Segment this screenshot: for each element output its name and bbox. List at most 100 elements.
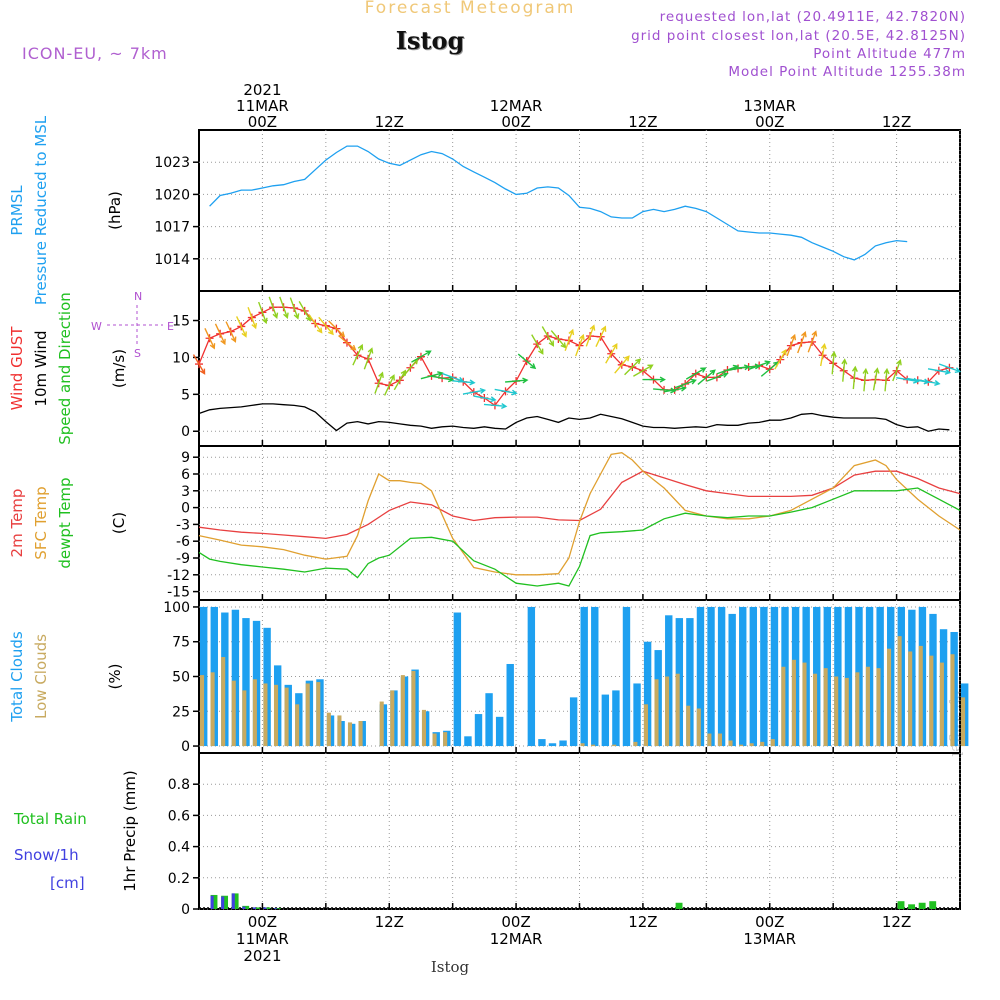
wind-arrow [624,358,642,376]
low-cloud-bar [887,648,892,747]
wind-arrow [541,326,555,347]
bottom-time-label: 00Z [501,913,530,931]
low-cloud-bar [252,679,257,747]
rain-bar [929,901,937,909]
low-cloud-bar [432,733,437,747]
point-altitude: Point Altitude 477m [813,46,966,62]
total-cloud-bar [717,606,726,747]
wind-arrow [192,354,206,375]
low-cloud-bar [379,701,384,747]
ylabel-temperature-0: 2m Temp [8,489,26,558]
y-tick-label: 3 [181,484,190,500]
y-tick-label: -15 [167,585,190,601]
wind-arrow [564,328,575,352]
total-cloud-bar [580,606,588,747]
wind-arrow [452,379,476,386]
legend-precip-1: Snow/1h [14,846,79,864]
low-cloud-bar [791,659,796,747]
low-cloud-bar [918,645,923,747]
top-time-label: 13MAR [743,97,796,115]
wind-arrow [235,316,247,338]
low-cloud-bar [200,675,205,747]
wind-arrow [633,364,654,377]
top-time-label: 00Z [755,113,784,131]
total-cloud-bar [633,683,641,747]
low-cloud-bar [316,682,321,747]
wind-arrow [851,365,858,390]
y-tick-label: 5 [181,387,190,403]
snow-bar [263,907,267,909]
low-cloud-bar [813,673,818,747]
low-cloud-bar [347,722,353,747]
panel-wind: 0 5 10 15 Wind GUST 10m Wind Speed and Directi… [8,290,962,447]
rain-bar [918,902,926,909]
low-cloud-bar [781,666,786,747]
grid-point-location: grid point closest lon,lat (20.5E, 42.81… [631,28,966,44]
total-cloud-bar [844,606,853,747]
wind-arrow [268,296,279,319]
wind-arrow [402,358,419,377]
low-cloud-bar [284,687,289,747]
ylabel-wind-0: Wind GUST [8,326,26,411]
model-altitude: Model Point Altitude 1255.38m [728,64,966,80]
low-cloud-bar [728,740,733,747]
wind-arrow [308,314,323,334]
top-time-label: 2021 [243,81,281,99]
top-time-label: 00Z [501,113,530,131]
y-tick-label: 100 [163,600,190,616]
total-cloud-bar [770,606,779,747]
rain-bar [263,907,271,909]
y-tick-label: 75 [172,635,190,651]
series-sfc-temp [198,452,961,576]
low-cloud-bar [337,715,342,747]
low-cloud-bar [739,744,744,747]
series-2m-temp [198,470,961,540]
low-cloud-bar [823,668,828,747]
total-cloud-bar [707,606,715,747]
wind-arrow [642,376,666,383]
compass-w: W [91,320,102,333]
wind-arrow [383,374,395,396]
total-cloud-bar [242,618,250,747]
ylabel-temperature-1: SFC Temp [32,486,50,559]
legend-precip-0: Total Rain [13,810,87,828]
wind-arrow [328,320,346,338]
ylabel-pressure-2: (hPa) [106,191,124,230]
wind-arrow [473,395,497,403]
low-cloud-bar [390,690,395,747]
low-cloud-bar [855,672,860,747]
total-cloud-bar [464,736,472,747]
bottom-time-label: 12Z [882,913,911,931]
y-tick-label: 0.4 [168,840,190,856]
wind-arrow [505,377,529,384]
low-cloud-bar [696,708,701,747]
wind-arrow [872,367,880,391]
low-cloud-bar [295,704,300,747]
ylabel-clouds-1: Low Clouds [32,634,50,719]
low-cloud-bar [686,705,691,747]
rain-bar [675,902,683,909]
y-tick-label: 15 [172,314,190,330]
low-cloud-bar [326,712,331,747]
low-cloud-bar [643,704,648,747]
panel-clouds: 0 25 50 75 100 Total Clouds Low Clouds (%) [8,599,969,755]
series-wind-gust [198,306,950,407]
ylabel-precip-3: 1hr Precip (mm) [121,770,139,891]
low-cloud-bar [865,666,870,747]
low-cloud-bar [717,733,722,747]
low-cloud-bar [305,683,310,747]
wind-arrow [685,367,707,380]
wind-arrow [289,297,300,320]
low-cloud-bar [421,709,427,747]
wind-arrow [431,375,455,383]
low-cloud-bar [665,676,670,747]
y-tick-label: 50 [172,670,190,686]
ylabel-wind-1: 10m Wind [32,330,50,406]
wind-arrow [774,348,787,370]
low-cloud-bar [633,741,638,747]
top-time-label: 12MAR [490,97,543,115]
wind-arrow [697,369,716,385]
low-cloud-bar [707,733,712,747]
low-cloud-bar [273,684,279,747]
